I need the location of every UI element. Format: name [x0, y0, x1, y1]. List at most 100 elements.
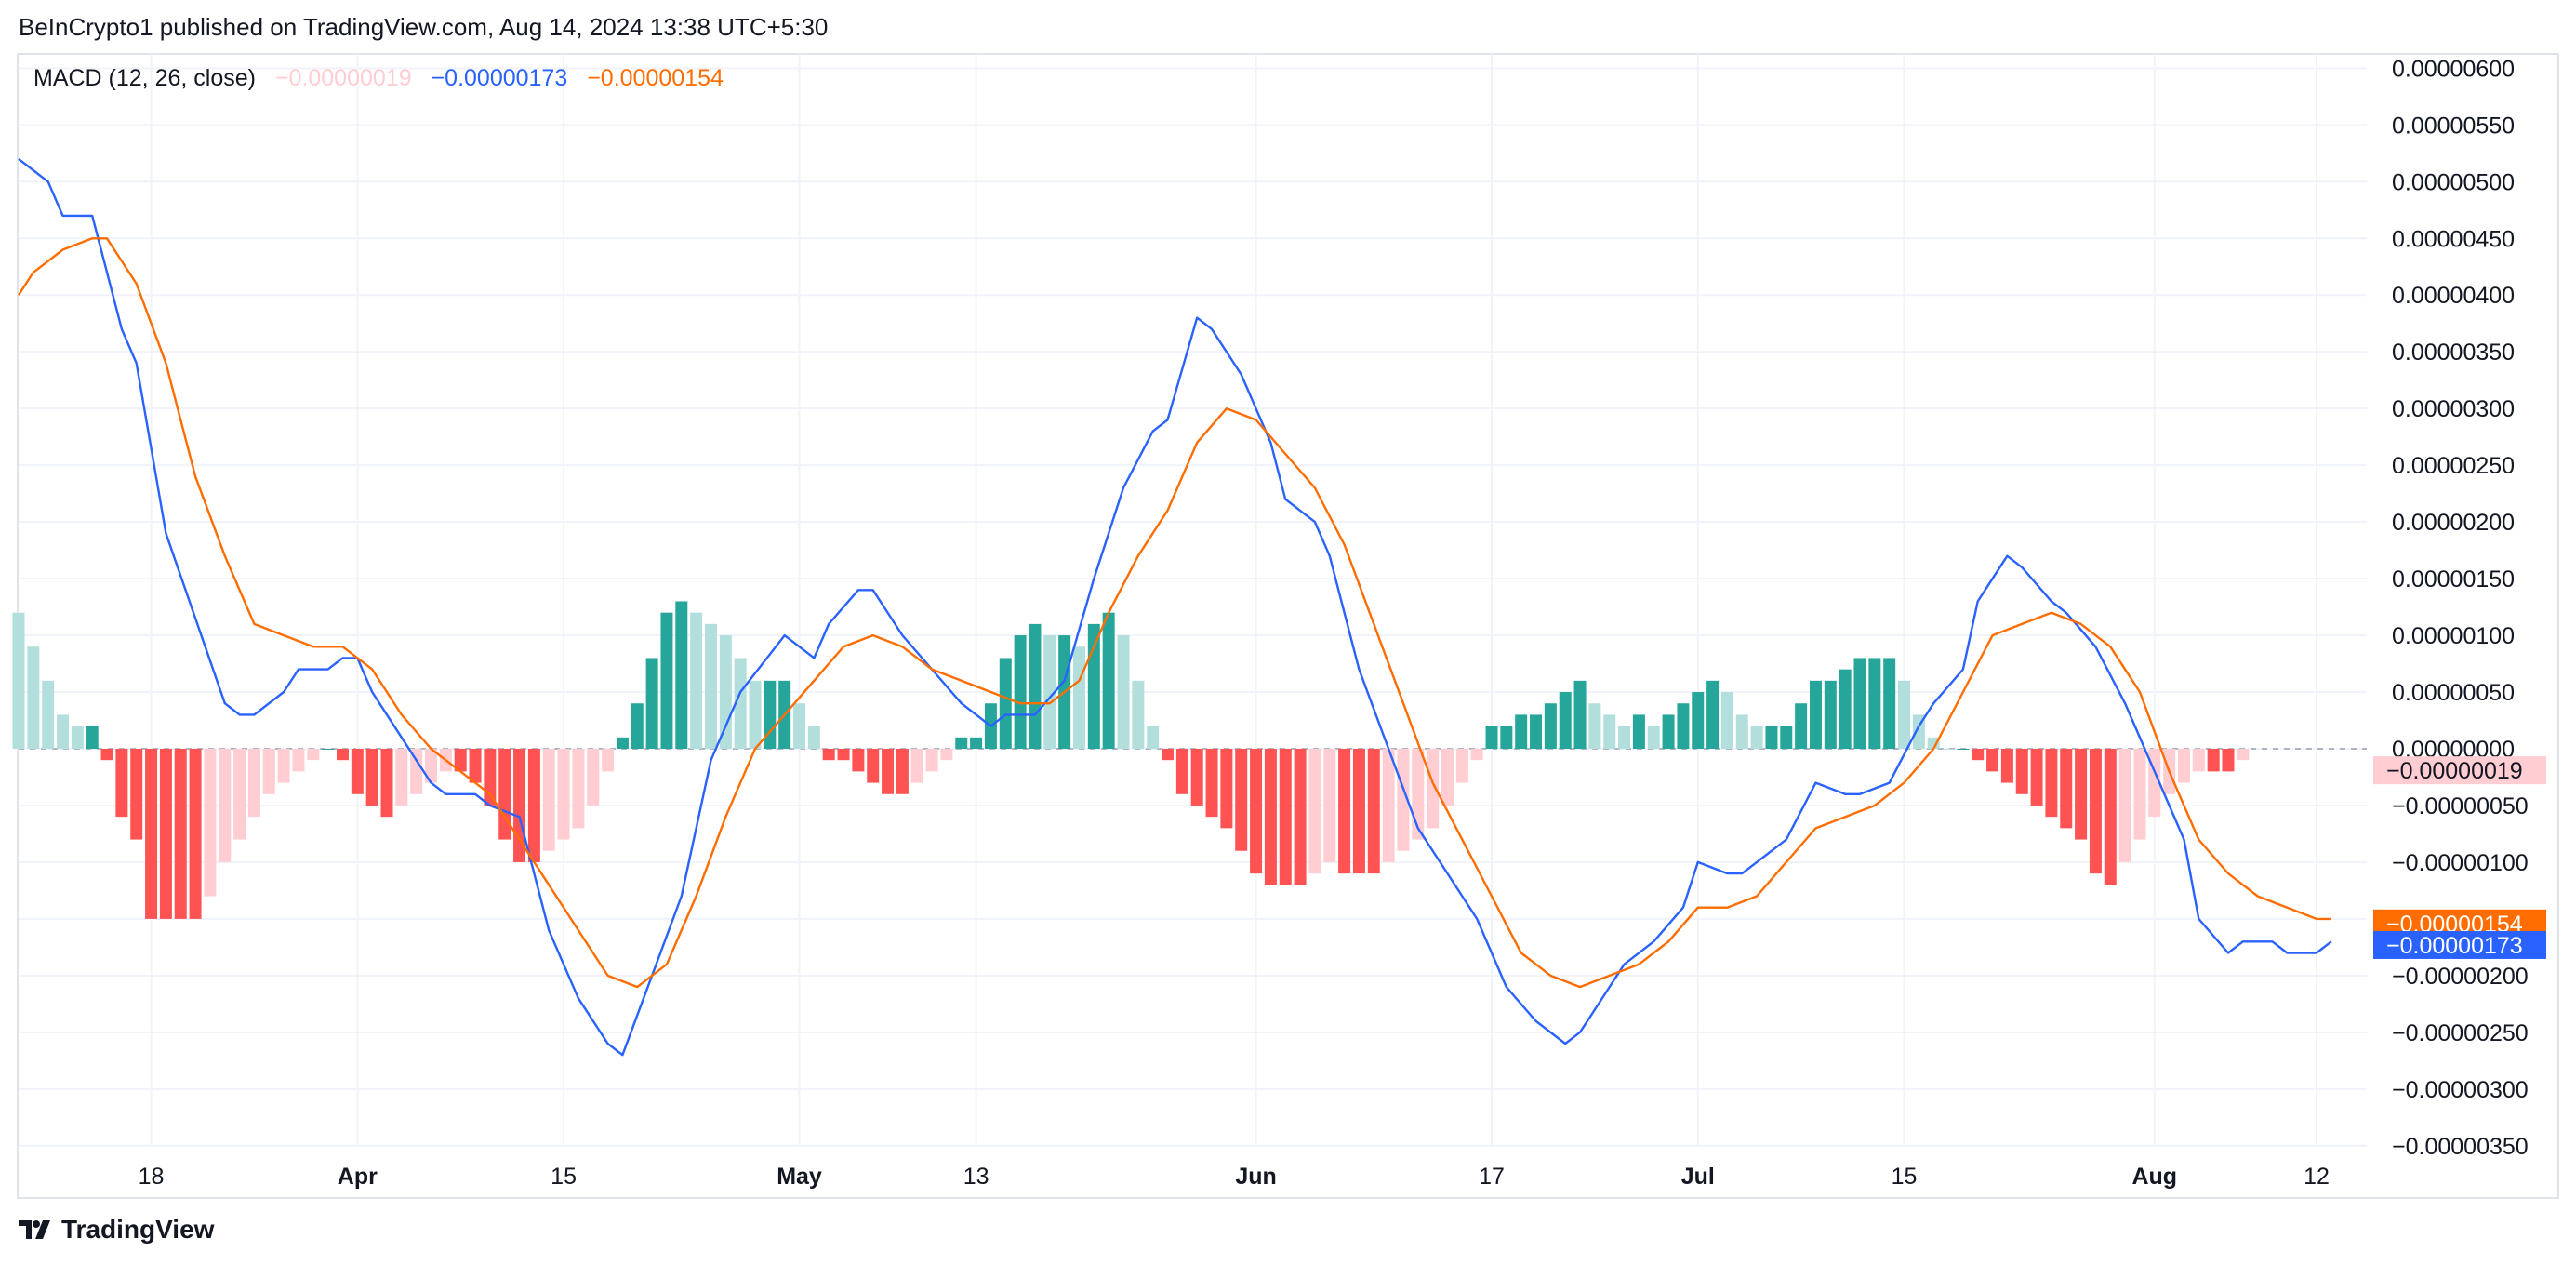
- histogram-bar: [1367, 749, 1380, 874]
- histogram-bar: [660, 612, 673, 749]
- histogram-bar: [764, 680, 777, 749]
- histogram-bar: [675, 601, 688, 749]
- histogram-bar: [1352, 749, 1365, 874]
- histogram-bar: [115, 749, 128, 818]
- histogram-bar: [1750, 726, 1763, 749]
- histogram-bar: [1500, 726, 1513, 749]
- indicator-legend[interactable]: MACD (12, 26, close) −0.00000019 −0.0000…: [33, 65, 737, 92]
- histogram-bar: [807, 726, 820, 749]
- histogram-bar: [1632, 714, 1645, 749]
- histogram-bar: [2000, 749, 2013, 783]
- line-layer: [17, 157, 2332, 1057]
- histogram-bar: [1809, 680, 1822, 749]
- histogram-bar: [1220, 749, 1233, 829]
- histogram-bar: [2089, 749, 2102, 874]
- histogram-bar: [1603, 714, 1616, 749]
- histogram-bar: [1043, 635, 1056, 749]
- histogram-bar: [292, 749, 305, 772]
- tradingview-logo[interactable]: TradingView: [19, 1215, 214, 1245]
- histogram-bar: [498, 749, 511, 840]
- y-tick-label: 0.00000250: [2392, 453, 2515, 479]
- last-value-tags: −0.00000019−0.00000154−0.00000173: [2373, 756, 2546, 959]
- histogram-bar: [793, 703, 806, 749]
- y-tick-label: 0.00000450: [2392, 226, 2515, 252]
- histogram-bar: [159, 749, 172, 919]
- histogram-bar: [631, 703, 644, 749]
- histogram-bar: [999, 658, 1012, 749]
- histogram-bar: [1441, 749, 1454, 806]
- histogram-bar: [1338, 749, 1351, 874]
- histogram-bar: [262, 749, 275, 794]
- x-tick-label: Aug: [2131, 1164, 2177, 1190]
- histogram-bar: [322, 749, 335, 750]
- x-tick-label: 15: [1892, 1164, 1918, 1190]
- histogram-bar: [704, 623, 717, 749]
- histogram-bar: [1264, 749, 1277, 886]
- x-tick-label: Jul: [1681, 1164, 1715, 1190]
- histogram-bar: [2222, 749, 2235, 772]
- x-tick-label: Apr: [338, 1164, 378, 1190]
- histogram-bar: [2045, 749, 2058, 818]
- histogram-bar: [2075, 749, 2088, 840]
- histogram-bar: [2015, 749, 2028, 794]
- x-tick-label: Jun: [1235, 1164, 1276, 1190]
- y-tick-label: −0.00000350: [2392, 1134, 2529, 1160]
- grid-layer: [19, 54, 2367, 1147]
- histogram-bar: [1972, 749, 1985, 761]
- histogram-bar: [351, 749, 364, 794]
- tradingview-brand: TradingView: [61, 1215, 215, 1244]
- histogram-bar: [380, 749, 393, 818]
- x-axis[interactable]: 18 Apr 15 May 13 Jun 17 Jul 15 Aug 12: [139, 1164, 2330, 1190]
- macd-value-tag-label: −0.00000173: [2386, 933, 2523, 959]
- histogram-bar: [690, 612, 703, 749]
- histogram-bar: [822, 749, 835, 761]
- histogram-bar: [2237, 749, 2250, 761]
- histogram-bar: [587, 749, 600, 806]
- histogram-bar: [2207, 749, 2220, 772]
- histogram-bar: [955, 737, 968, 749]
- histogram-bar: [2060, 749, 2073, 829]
- macd-chart[interactable]: 0.00000600 0.00000550 0.00000500 0.00000450…: [0, 0, 2576, 1209]
- histogram-bar: [1162, 749, 1175, 761]
- histogram-bar: [174, 749, 187, 919]
- histogram-bar: [749, 680, 762, 749]
- histogram-bar: [616, 737, 629, 749]
- histogram-bar: [1250, 749, 1263, 874]
- histogram-bar: [557, 749, 570, 840]
- histogram-bar: [542, 749, 555, 851]
- histogram-bar: [1382, 749, 1395, 862]
- histogram-bar: [1647, 726, 1660, 749]
- histogram-bar: [1780, 726, 1793, 749]
- y-tick-label: 0.00000100: [2392, 623, 2515, 649]
- histogram-bar: [1427, 749, 1440, 829]
- histogram-bar: [1014, 635, 1027, 749]
- histogram-bar: [527, 749, 540, 862]
- histogram-bar: [100, 749, 113, 761]
- histogram-bar: [1824, 680, 1837, 749]
- histogram-bar: [1588, 703, 1601, 749]
- histogram-bar: [336, 749, 349, 761]
- histogram-bar: [1102, 612, 1115, 749]
- histogram-bar: [882, 749, 895, 794]
- y-axis[interactable]: 0.00000600 0.00000550 0.00000500 0.00000450…: [2392, 56, 2529, 1159]
- tradingview-logo-icon: [19, 1220, 50, 1239]
- histogram-bar: [1279, 749, 1292, 886]
- x-tick-label: 18: [139, 1164, 165, 1190]
- macd-value-tag: [2373, 930, 2546, 959]
- histogram-bar: [1765, 726, 1778, 749]
- histogram-layer: [12, 601, 2250, 919]
- histogram-bar: [1795, 703, 1808, 749]
- histogram-bar: [1662, 714, 1675, 749]
- histogram-bar: [130, 749, 143, 840]
- histogram-bar: [469, 749, 482, 783]
- indicator-name: MACD (12, 26, close): [33, 65, 256, 91]
- histogram-bar: [395, 749, 408, 806]
- histogram-bar: [1853, 658, 1866, 749]
- histogram-bar: [484, 749, 497, 806]
- macd-value: −0.00000173: [431, 65, 568, 91]
- histogram-bar: [1147, 726, 1160, 749]
- histogram-bar: [425, 749, 438, 783]
- histogram-bar: [1573, 680, 1587, 749]
- histogram-bar: [27, 646, 40, 749]
- histogram-bar: [145, 749, 158, 919]
